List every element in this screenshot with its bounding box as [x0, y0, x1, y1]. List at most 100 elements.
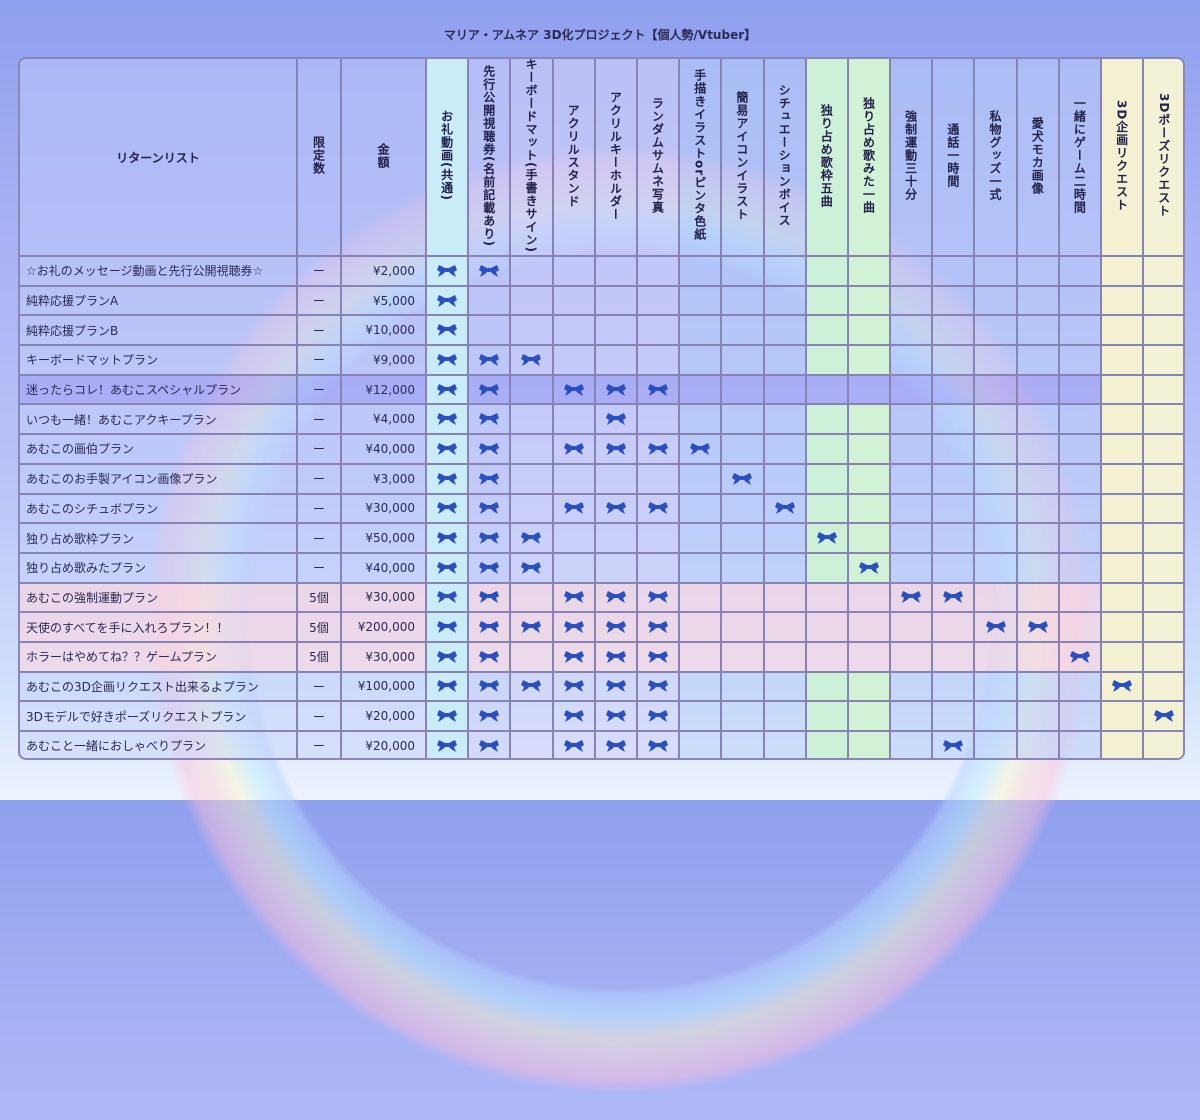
item-cell [467, 700, 512, 732]
item-cell [1057, 670, 1103, 703]
limit-value: ー [296, 700, 342, 732]
limit-value: ー [296, 255, 342, 287]
item-cell [678, 522, 723, 554]
item-cell [424, 462, 470, 495]
item-cell [804, 581, 849, 614]
bow-icon [479, 709, 500, 723]
item-cell [424, 344, 470, 376]
item-cell [424, 255, 470, 287]
item-cell [889, 344, 934, 376]
bow-icon [479, 383, 500, 397]
item-cell [551, 344, 596, 376]
header-item-label: 先行公開視聴券(名前記載あり) [481, 64, 496, 247]
limit-value: ー [296, 344, 342, 376]
item-cell [1057, 344, 1103, 376]
item-cell [678, 284, 723, 317]
item-cell [1057, 462, 1103, 495]
item-cell [1099, 344, 1145, 376]
item-cell [1142, 522, 1183, 554]
header-item-label: お礼動画(共通) [439, 110, 454, 201]
header-item-10: 独り占め歌みた一曲 [846, 59, 892, 257]
item-cell [1057, 551, 1103, 584]
item-cell [593, 462, 638, 495]
bow-icon [437, 472, 458, 486]
item-cell [931, 344, 976, 376]
item-cell [1142, 344, 1183, 376]
table-row: キーボードマットプランー ¥9,000 [20, 344, 1183, 376]
item-cell [931, 403, 976, 436]
item-cell [1142, 373, 1183, 406]
price-value: ¥30,000 [340, 581, 427, 614]
bow-icon [563, 650, 584, 664]
item-cell [762, 255, 807, 287]
item-cell [720, 462, 765, 495]
item-cell [678, 640, 723, 673]
page-title: マリア・アムネア 3D化プロジェクト【個人勢/Vtuber】 [443, 28, 757, 42]
price-value: ¥200,000 [340, 611, 427, 643]
bow-icon [732, 472, 753, 486]
table-row: 天使のすべてを手に入れろプラン！！ 5個 ¥200,000 [20, 611, 1183, 643]
item-cell [509, 700, 554, 732]
item-cell [846, 314, 892, 347]
item-cell [720, 640, 765, 673]
header-item-label: 独り占め歌みた一曲 [861, 97, 876, 214]
item-cell [424, 373, 470, 406]
item-cell [973, 640, 1018, 673]
return-name: あむこのシチュボプラン [20, 492, 298, 525]
item-cell [804, 314, 849, 347]
item-cell [720, 284, 765, 317]
item-cell [424, 700, 470, 732]
bow-icon [563, 739, 584, 753]
item-cell [889, 433, 934, 465]
bow-icon [943, 739, 964, 753]
item-cell [973, 462, 1018, 495]
item-cell [1099, 314, 1145, 347]
item-cell [467, 284, 512, 317]
item-cell [1057, 640, 1103, 673]
table-row: 純粋応援プランA ー ¥5,000 [20, 284, 1183, 317]
item-cell [593, 373, 638, 406]
item-cell [846, 462, 892, 495]
item-cell [846, 670, 892, 703]
item-cell [973, 284, 1018, 317]
bow-icon [605, 383, 626, 397]
item-cell [846, 700, 892, 732]
item-cell [1099, 255, 1145, 287]
item-cell [509, 403, 554, 436]
item-cell [889, 403, 934, 436]
item-cell [1099, 462, 1145, 495]
item-cell [1057, 403, 1103, 436]
table-row: あむこの画伯プランー ¥40,000 [20, 433, 1183, 465]
item-cell [593, 730, 638, 758]
bow-icon [648, 739, 669, 753]
bow-icon [437, 323, 458, 337]
header-item-1: 先行公開視聴券(名前記載あり) [467, 59, 512, 257]
item-cell [635, 551, 681, 584]
bow-icon [437, 412, 458, 426]
item-cell [1099, 700, 1145, 732]
item-cell [762, 730, 807, 758]
item-cell [846, 492, 892, 525]
limit-value: ー [296, 284, 342, 317]
item-cell [931, 581, 976, 614]
header-price-label: 金額 [376, 142, 390, 169]
return-name: 純粋応援プランB [20, 314, 298, 347]
header-item-17: 3Dポーズリクエスト [1142, 59, 1183, 257]
item-cell [593, 581, 638, 614]
return-name: ホラーはやめてね？？ゲームプラン [20, 640, 298, 673]
header-item-15: 一緒にゲーム二時間 [1057, 59, 1103, 257]
item-cell [1015, 433, 1060, 465]
bow-icon [648, 442, 669, 456]
bow-icon [521, 679, 542, 693]
item-cell [973, 344, 1018, 376]
item-cell [635, 255, 681, 287]
item-cell [720, 403, 765, 436]
return-name: あむこのお手製アイコン画像プラン [20, 462, 298, 495]
item-cell [1142, 640, 1183, 673]
bow-icon [437, 294, 458, 308]
item-cell [551, 670, 596, 703]
bow-icon [690, 442, 711, 456]
bow-icon [479, 472, 500, 486]
item-cell [762, 670, 807, 703]
item-cell [1057, 522, 1103, 554]
